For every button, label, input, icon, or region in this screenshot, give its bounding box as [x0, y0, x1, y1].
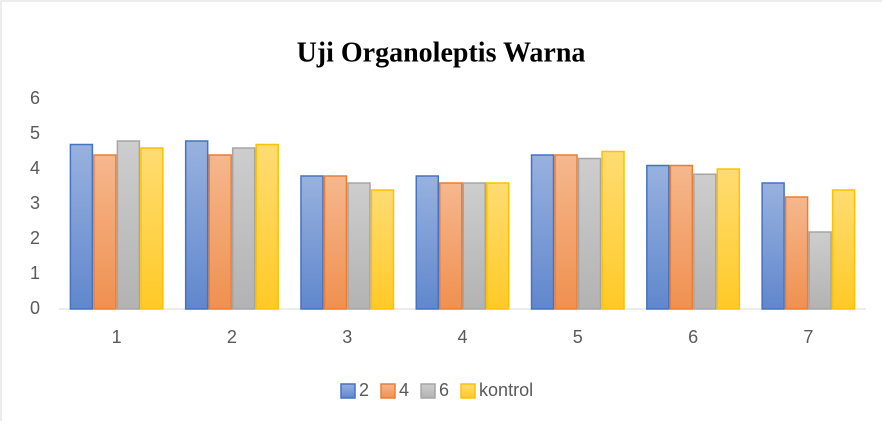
bar [184, 140, 209, 310]
chart-title: Uji Organoleptis Warna [297, 37, 586, 68]
legend-label: kontrol [479, 380, 533, 400]
bar [669, 164, 694, 310]
bar [439, 182, 463, 310]
legend-swatch [380, 383, 396, 399]
legend-swatch [420, 383, 436, 399]
bar [208, 154, 232, 310]
bar [601, 150, 625, 310]
bar [554, 154, 578, 310]
bar [69, 143, 94, 310]
bar [716, 168, 741, 310]
y-tick-label: 1 [30, 263, 40, 283]
bar [577, 157, 602, 310]
bar [831, 189, 856, 310]
legend-label: 2 [359, 380, 369, 400]
bar [784, 196, 809, 310]
legend-swatch [340, 383, 356, 399]
bar [693, 173, 717, 310]
y-tick-label: 3 [30, 193, 40, 213]
x-tick-label: 2 [227, 327, 237, 347]
bar [486, 182, 510, 310]
bar [323, 175, 348, 310]
bar [415, 175, 439, 310]
x-tick-label: 4 [457, 327, 467, 347]
bar [93, 154, 117, 310]
y-tick-label: 5 [30, 123, 40, 143]
bar [761, 182, 785, 310]
x-tick-label: 3 [342, 327, 352, 347]
x-tick-label: 5 [573, 327, 583, 347]
legend-swatch [460, 383, 476, 399]
bar [255, 143, 279, 310]
bar [808, 231, 832, 310]
y-tick-label: 4 [30, 158, 40, 178]
x-tick-label: 6 [688, 327, 698, 347]
bar [231, 147, 256, 310]
bar [347, 182, 371, 310]
x-tick-label: 7 [803, 327, 813, 347]
bar [370, 189, 395, 310]
bar [646, 164, 670, 310]
y-tick-label: 0 [30, 298, 40, 318]
legend-label: 6 [439, 380, 449, 400]
legend-label: 4 [399, 380, 409, 400]
bar [140, 147, 164, 310]
y-tick-label: 6 [30, 88, 40, 108]
bar [300, 175, 324, 310]
bar [116, 140, 141, 310]
bar [462, 182, 486, 310]
x-tick-label: 1 [112, 327, 122, 347]
bar [530, 154, 555, 310]
y-tick-label: 2 [30, 228, 40, 248]
